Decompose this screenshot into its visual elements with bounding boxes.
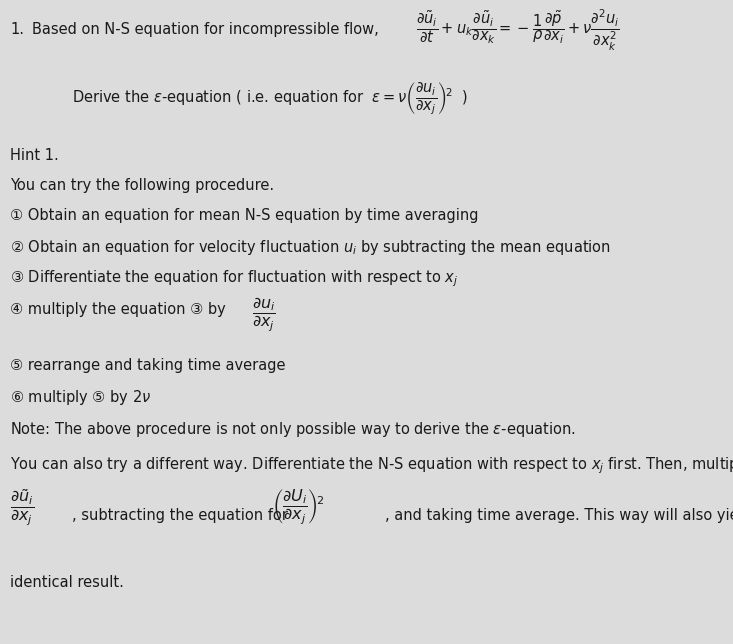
Text: You can also try a different way. Differentiate the N-S equation with respect to: You can also try a different way. Differ… xyxy=(10,455,733,476)
Text: , subtracting the equation for: , subtracting the equation for xyxy=(72,508,288,523)
Text: Derive the $\varepsilon$-equation ( i.e. equation for  $\varepsilon = \nu\left(\: Derive the $\varepsilon$-equation ( i.e.… xyxy=(72,80,468,117)
Text: $\dfrac{\partial \tilde{u}_i}{\partial t}+u_k\dfrac{\partial \tilde{u}_i}{\parti: $\dfrac{\partial \tilde{u}_i}{\partial t… xyxy=(416,8,620,53)
Text: ① Obtain an equation for mean N-S equation by time averaging: ① Obtain an equation for mean N-S equati… xyxy=(10,208,479,223)
Text: ⑤ rearrange and taking time average: ⑤ rearrange and taking time average xyxy=(10,358,285,373)
Text: , and taking time average. This way will also yields the: , and taking time average. This way will… xyxy=(385,508,733,523)
Text: $\left(\dfrac{\partial U_i}{\partial x_j}\right)^{\!2}$: $\left(\dfrac{\partial U_i}{\partial x_j… xyxy=(272,488,325,527)
Text: ⑥ multiply ⑤ by $2\nu$: ⑥ multiply ⑤ by $2\nu$ xyxy=(10,388,151,407)
Text: Hint 1.: Hint 1. xyxy=(10,148,59,163)
Text: ④ multiply the equation ③ by: ④ multiply the equation ③ by xyxy=(10,302,226,317)
Text: identical result.: identical result. xyxy=(10,575,124,590)
Text: Note: The above procedure is not only possible way to derive the $\varepsilon$-e: Note: The above procedure is not only po… xyxy=(10,420,576,439)
Text: ② Obtain an equation for velocity fluctuation $u_i$ by subtracting the mean equa: ② Obtain an equation for velocity fluctu… xyxy=(10,238,611,257)
Text: $\dfrac{\partial u_i}{\partial x_j}$: $\dfrac{\partial u_i}{\partial x_j}$ xyxy=(252,296,276,334)
Text: ③ Differentiate the equation for fluctuation with respect to $x_j$: ③ Differentiate the equation for fluctua… xyxy=(10,268,458,289)
Text: $\dfrac{\partial \tilde{u}_i}{\partial x_j}$: $\dfrac{\partial \tilde{u}_i}{\partial x… xyxy=(10,488,34,528)
Text: Based on N-S equation for incompressible flow,: Based on N-S equation for incompressible… xyxy=(32,22,379,37)
Text: You can try the following procedure.: You can try the following procedure. xyxy=(10,178,274,193)
Text: 1.: 1. xyxy=(10,22,24,37)
